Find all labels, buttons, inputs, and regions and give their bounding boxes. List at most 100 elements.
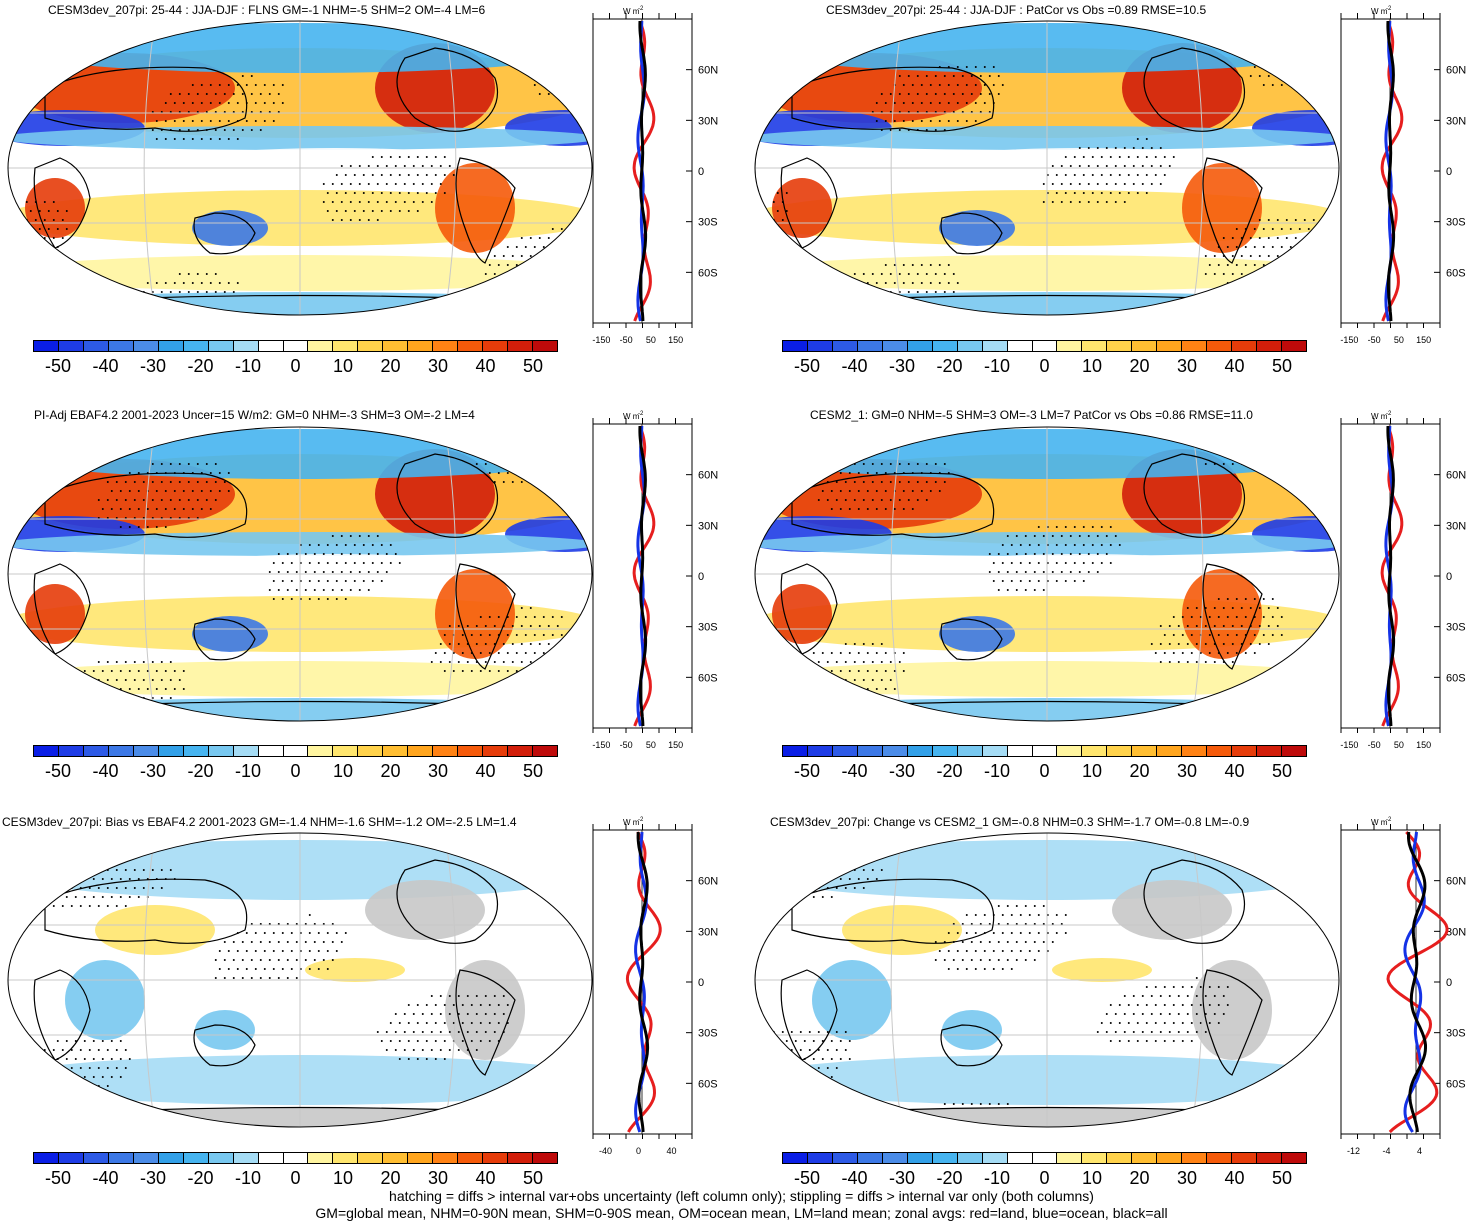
stipple-dot: [997, 589, 1000, 591]
stipple-dot: [1289, 66, 1292, 68]
coastline-south-america: [1202, 969, 1263, 1076]
stipple-dot: [880, 679, 883, 681]
stipple-dot: [1217, 1022, 1220, 1024]
stipple-dot: [1136, 1022, 1139, 1024]
stipple-dot: [322, 183, 325, 185]
stipple-dot: [1280, 66, 1283, 68]
stipple-dot: [218, 120, 221, 122]
zonal-lat-label: 30S: [1446, 217, 1466, 229]
colorbar-cell: [533, 341, 558, 351]
stipple-dot: [875, 508, 878, 510]
stipple-dot: [515, 634, 518, 636]
stipple-dot: [70, 869, 73, 871]
stipple-dot: [56, 1040, 59, 1042]
stipple-dot: [47, 210, 50, 212]
stipple-dot: [466, 995, 469, 997]
stipple-dot: [1334, 1058, 1337, 1060]
stipple-dot: [848, 282, 851, 284]
colorbar-cell: [1132, 341, 1158, 351]
stipple-dot: [403, 165, 406, 167]
stipple-dot: [407, 210, 410, 212]
stipple-dot: [871, 291, 874, 293]
stipple-dot: [124, 1049, 127, 1051]
stipple-dot: [947, 282, 950, 284]
stipple-dot: [443, 670, 446, 672]
colorbar-cell: [433, 746, 459, 756]
stipple-dot: [466, 625, 469, 627]
stipple-dot: [331, 589, 334, 591]
stipple-dot: [137, 526, 140, 528]
stipple-dot: [25, 237, 28, 239]
zonal-x-label: 50: [646, 335, 656, 345]
field-region: [65, 960, 145, 1040]
stipple-dot: [1019, 562, 1022, 564]
zonal-lat-label: 30S: [1446, 1028, 1466, 1040]
stipple-dot: [106, 887, 109, 889]
stipple-dot: [1334, 896, 1337, 898]
stipple-dot: [286, 959, 289, 961]
stipple-dot: [1258, 75, 1261, 77]
stipple-dot: [344, 598, 347, 600]
stipple-dot: [1294, 237, 1297, 239]
stipple-dot: [385, 553, 388, 555]
stipple-dot: [353, 544, 356, 546]
stipple-dot: [380, 1040, 383, 1042]
stipple-dot: [434, 192, 437, 194]
stipple-dot: [1330, 237, 1333, 239]
stipple-dot: [52, 1049, 55, 1051]
stipple-dot: [898, 481, 901, 483]
colorbar-tick-label: -10: [234, 761, 262, 781]
stipple-dot: [556, 75, 559, 77]
stipple-dot: [340, 219, 343, 221]
stipple-dot: [376, 183, 379, 185]
stipple-dot: [1168, 625, 1171, 627]
stipple-dot: [164, 120, 167, 122]
colorbar-tick-label: 30: [427, 761, 449, 781]
stipple-dot: [574, 255, 577, 257]
stipple-dot: [812, 1058, 815, 1060]
stipple-dot: [385, 1031, 388, 1033]
stipple-dot: [124, 679, 127, 681]
stipple-dot: [241, 977, 244, 979]
colorbar-cell: [483, 1153, 509, 1163]
stipple-dot: [160, 679, 163, 681]
colorbar-tick-label: -10: [983, 1168, 1011, 1188]
stipple-dot: [272, 950, 275, 952]
stipple-dot: [52, 697, 55, 699]
stipple-dot: [439, 995, 442, 997]
stipple-dot: [533, 472, 536, 474]
stipple-dot: [542, 616, 545, 618]
stipple-dot: [97, 887, 100, 889]
stipple-dot: [902, 120, 905, 122]
stipple-dot: [308, 562, 311, 564]
longitude-line: [444, 833, 457, 1127]
stipple-dot: [952, 291, 955, 293]
zonal-lat-label: 60S: [698, 672, 718, 684]
colorbar-cell: [832, 746, 858, 756]
stipple-dot: [1276, 255, 1279, 257]
stipple-dot: [1190, 652, 1193, 654]
stipple-dot: [493, 1031, 496, 1033]
stipple-dot: [70, 57, 73, 59]
stipple-dot: [169, 499, 172, 501]
stipple-dot: [848, 878, 851, 880]
stipple-dot: [173, 670, 176, 672]
stipple-dot: [880, 481, 883, 483]
colorbar-cell: [158, 341, 184, 351]
stipple-dot: [25, 57, 28, 59]
stipple-dot: [839, 652, 842, 654]
stipple-dot: [1118, 156, 1121, 158]
stipple-dot: [493, 291, 496, 293]
stipple-dot: [340, 201, 343, 203]
stipple-dot: [848, 472, 851, 474]
stipple-dot: [803, 878, 806, 880]
stipple-dot: [79, 905, 82, 907]
stipple-dot: [578, 246, 581, 248]
stipple-dot: [119, 526, 122, 528]
stipple-dot: [799, 1067, 802, 1069]
stipple-dot: [331, 219, 334, 221]
stipple-dot: [101, 1076, 104, 1078]
stipple-dot: [88, 905, 91, 907]
coastline-south-america: [455, 563, 516, 670]
stipple-dot: [1321, 1103, 1324, 1105]
